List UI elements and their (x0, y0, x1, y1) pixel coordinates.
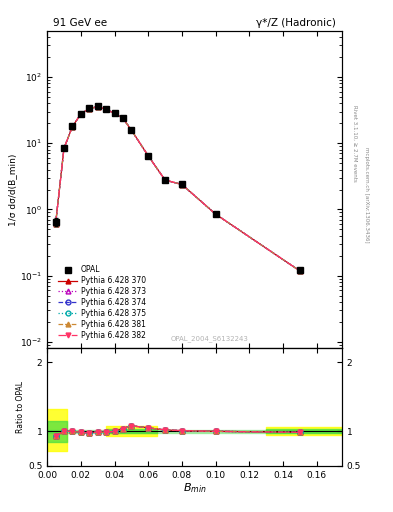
Bar (47, 430, 342, 433)
Legend: OPAL, Pythia 6.428 370, Pythia 6.428 373, Pythia 6.428 374, Pythia 6.428 375, Py: OPAL, Pythia 6.428 370, Pythia 6.428 373… (57, 264, 147, 342)
Text: mcplots.cern.ch [arXiv:1306.3436]: mcplots.cern.ch [arXiv:1306.3436] (364, 147, 369, 242)
Text: Rivet 3.1.10, ≥ 2.7M events: Rivet 3.1.10, ≥ 2.7M events (352, 105, 357, 182)
X-axis label: $B_{min}$: $B_{min}$ (183, 481, 206, 495)
Text: OPAL_2004_S6132243: OPAL_2004_S6132243 (170, 335, 248, 342)
Text: 91 GeV ee: 91 GeV ee (53, 17, 107, 28)
Y-axis label: 1/σ dσ/d(B_min): 1/σ dσ/d(B_min) (8, 153, 17, 226)
Y-axis label: Ratio to OPAL: Ratio to OPAL (16, 381, 25, 433)
Text: γ*/Z (Hadronic): γ*/Z (Hadronic) (256, 17, 336, 28)
